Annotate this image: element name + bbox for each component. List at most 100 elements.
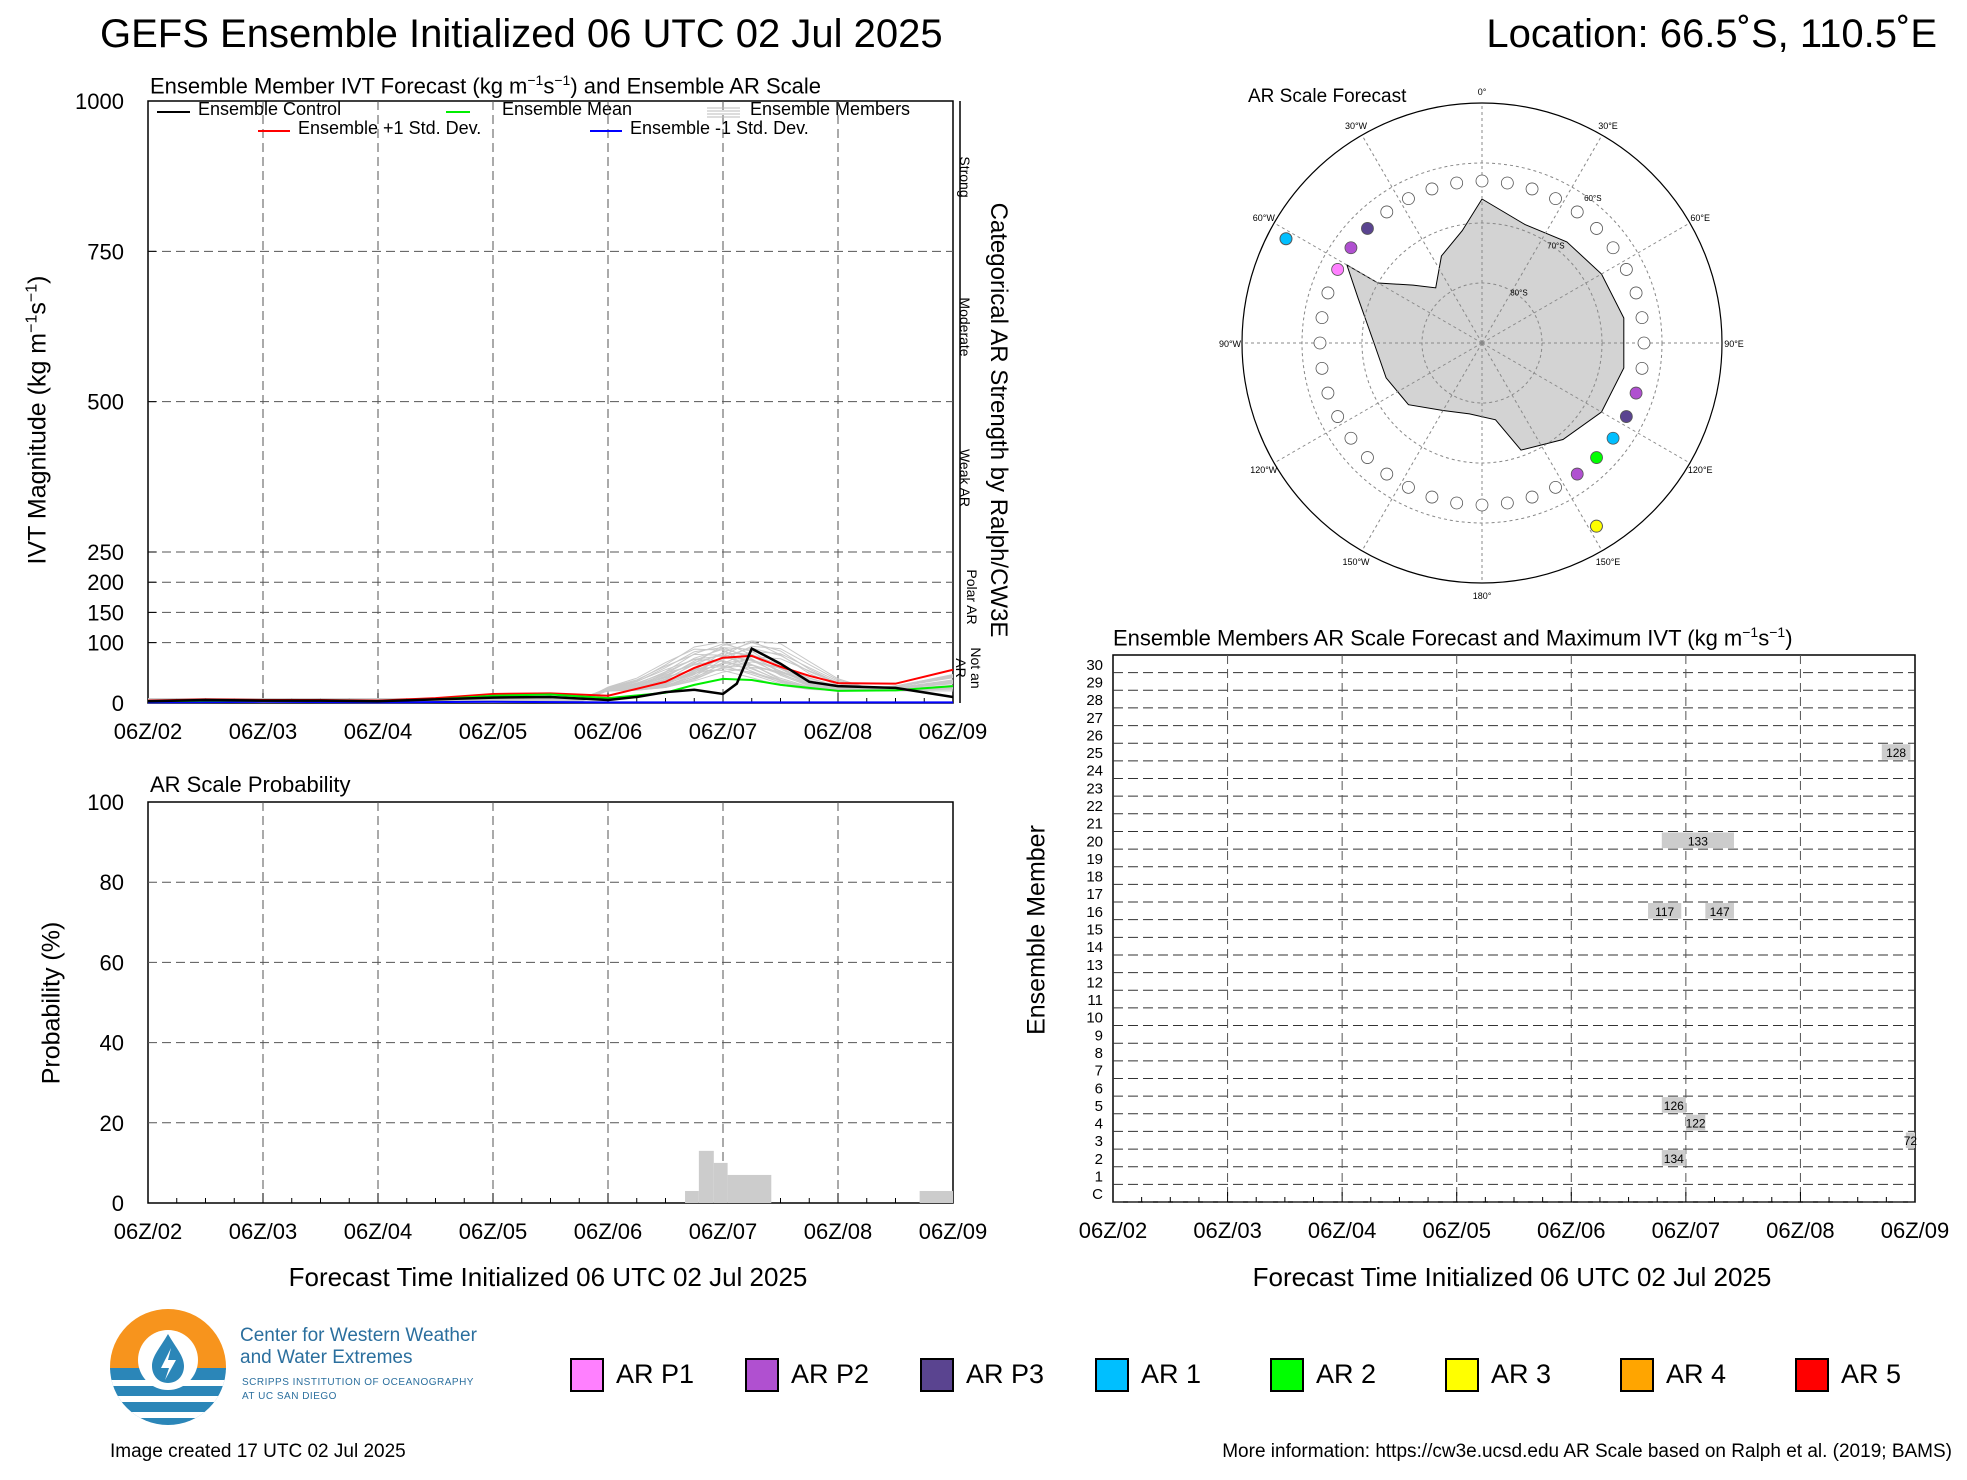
ivt-series-line bbox=[147, 677, 954, 703]
ensemble-member-line bbox=[147, 661, 954, 703]
map-ar-marker bbox=[1590, 222, 1603, 235]
prob-panel-title: AR Scale Probability bbox=[150, 772, 351, 797]
map-lon-label: 90°E bbox=[1724, 339, 1744, 349]
member-label: 24 bbox=[1086, 763, 1103, 780]
map-meridian bbox=[1273, 342, 1483, 464]
member-x-tick-label: 06Z/06 bbox=[1537, 1218, 1606, 1243]
member-label: 4 bbox=[1095, 1116, 1103, 1133]
map-ar-marker bbox=[1475, 498, 1489, 512]
map-ar-marker bbox=[1629, 386, 1643, 400]
member-ar-bar bbox=[1705, 903, 1734, 919]
map-meridian bbox=[1481, 342, 1603, 552]
member-label: 3 bbox=[1095, 1133, 1103, 1150]
legend-members: Ensemble Members bbox=[750, 99, 911, 119]
map-ar-marker bbox=[1637, 336, 1651, 350]
ivt-y-tick-label: 750 bbox=[87, 239, 124, 264]
ivt-y-tick-label: 100 bbox=[87, 631, 124, 656]
member-label: 14 bbox=[1086, 939, 1103, 956]
map-ar-marker bbox=[1549, 192, 1562, 206]
map-lat-label: 80°S bbox=[1510, 289, 1527, 298]
member-label: 6 bbox=[1095, 1080, 1103, 1097]
legend-mean: Ensemble Mean bbox=[502, 99, 633, 119]
map-ar-marker bbox=[1361, 222, 1374, 235]
map-ar-marker bbox=[1606, 241, 1620, 255]
ensemble-member-line bbox=[147, 646, 954, 703]
logo-line-2: and Water Extremes bbox=[240, 1347, 413, 1368]
member-ar-bar bbox=[1661, 1150, 1686, 1166]
member-label: 20 bbox=[1086, 833, 1103, 850]
member-ar-bar bbox=[1905, 1132, 1915, 1149]
map-lon-label: 150°W bbox=[1342, 557, 1370, 567]
map-ar-marker bbox=[1380, 467, 1394, 481]
legend-label: AR P3 bbox=[966, 1359, 1045, 1389]
member-max-ivt-label: 133 bbox=[1688, 834, 1708, 848]
map-ar-marker bbox=[1606, 431, 1620, 445]
ensemble-member-line bbox=[147, 645, 954, 703]
map-lat-label: 70°S bbox=[1547, 241, 1564, 250]
map-meridian bbox=[1273, 222, 1483, 344]
ensemble-member-line bbox=[147, 654, 954, 703]
map-ar-marker bbox=[1549, 480, 1562, 494]
map-boundary bbox=[1241, 102, 1723, 584]
prob-x-tick-label: 06Z/07 bbox=[689, 1219, 758, 1244]
map-ar-marker bbox=[1425, 182, 1439, 196]
ivt-plot-frame bbox=[147, 100, 954, 704]
member-label: 8 bbox=[1095, 1045, 1103, 1062]
member-label: 26 bbox=[1086, 727, 1103, 744]
ensemble-member-line bbox=[147, 643, 954, 703]
legend-swatch bbox=[920, 1358, 954, 1392]
member-label: 9 bbox=[1095, 1027, 1103, 1044]
map-ar-marker bbox=[1402, 480, 1415, 494]
member-ar-bar bbox=[1881, 744, 1911, 760]
member-x-tick-label: 06Z/04 bbox=[1308, 1218, 1377, 1243]
map-lon-label: 120°E bbox=[1688, 465, 1713, 475]
ivt-y-tick-label: 0 bbox=[112, 691, 124, 716]
map-meridian bbox=[1361, 342, 1483, 552]
map-ar-marker bbox=[1321, 386, 1335, 400]
member-ar-bar bbox=[1661, 832, 1734, 849]
prob-y-tick-label: 80 bbox=[100, 870, 124, 895]
map-ar-marker bbox=[1380, 205, 1394, 219]
map-ar-marker bbox=[1500, 496, 1514, 510]
prob-x-tick-label: 06Z/04 bbox=[344, 1219, 413, 1244]
legend-minus-std: Ensemble -1 Std. Dev. bbox=[630, 118, 809, 138]
member-label: 2 bbox=[1095, 1151, 1103, 1168]
member-x-tick-label: 06Z/02 bbox=[1079, 1218, 1148, 1243]
map-ar-marker bbox=[1315, 311, 1329, 325]
map-lon-label: 90°W bbox=[1219, 339, 1242, 349]
map-ar-marker bbox=[1321, 286, 1335, 300]
antarctica-land bbox=[1346, 198, 1625, 451]
map-ar-marker bbox=[1402, 192, 1415, 206]
ivt-x-tick-label: 06Z/08 bbox=[804, 719, 873, 744]
member-label: C bbox=[1092, 1186, 1103, 1203]
logo-line-4: AT UC SAN DIEGO bbox=[242, 1391, 337, 1402]
member-x-axis-label: Forecast Time Initialized 06 UTC 02 Jul … bbox=[1252, 1262, 1772, 1292]
prob-bar bbox=[698, 1150, 714, 1203]
prob-x-tick-label: 06Z/09 bbox=[919, 1219, 988, 1244]
map-lat-label: 60°S bbox=[1584, 194, 1601, 203]
map-lon-label: 30°W bbox=[1345, 121, 1368, 131]
member-max-ivt-label: 147 bbox=[1710, 905, 1730, 919]
member-label: 19 bbox=[1086, 851, 1103, 868]
ensemble-member-line bbox=[147, 653, 954, 703]
map-ar-marker bbox=[1635, 311, 1649, 325]
member-x-tick-label: 06Z/07 bbox=[1652, 1218, 1721, 1243]
ensemble-member-line bbox=[147, 651, 954, 703]
ivt-right-axis-label: Categorical AR Strength by Ralph/CW3E bbox=[985, 202, 1012, 638]
prob-x-tick-label: 06Z/03 bbox=[229, 1219, 298, 1244]
map-lon-label: 60°E bbox=[1690, 213, 1710, 223]
map-ar-marker bbox=[1500, 176, 1514, 190]
page-title: GEFS Ensemble Initialized 06 UTC 02 Jul … bbox=[100, 12, 943, 56]
map-meridian bbox=[1481, 222, 1691, 344]
ivt-x-tick-label: 06Z/05 bbox=[459, 719, 528, 744]
prob-bar bbox=[713, 1162, 728, 1203]
legend-label: AR 5 bbox=[1841, 1359, 1902, 1389]
prob-y-tick-label: 100 bbox=[87, 790, 124, 815]
member-label: 10 bbox=[1086, 1010, 1103, 1027]
member-label: 15 bbox=[1086, 922, 1103, 939]
map-lat-circle bbox=[1421, 282, 1543, 404]
ensemble-member-line bbox=[147, 641, 954, 703]
map-ar-marker bbox=[1315, 361, 1329, 375]
map-lon-label: 150°E bbox=[1596, 557, 1621, 567]
ivt-x-tick-label: 06Z/09 bbox=[919, 719, 988, 744]
